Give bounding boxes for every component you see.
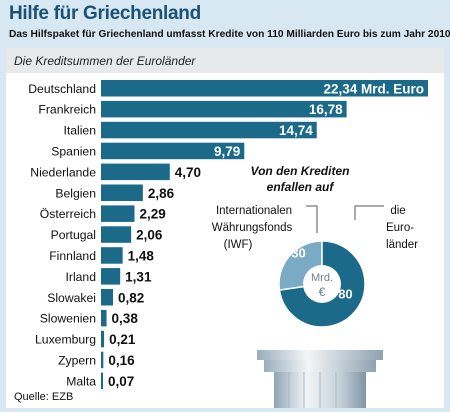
pie-label-euro-line2: Euro- — [386, 222, 414, 234]
category-label-malta: Malta — [66, 374, 96, 388]
category-label-spanien: Spanien — [51, 144, 96, 158]
category-label-italien: Italien — [63, 124, 96, 138]
category-label-oesterreich: Österreich — [40, 207, 96, 221]
bar-portugal — [101, 226, 132, 243]
category-label-deutschland: Deutschland — [28, 82, 96, 96]
bar-oesterreich — [101, 205, 135, 222]
page-title: Hilfe für Griechenland — [9, 3, 201, 24]
category-label-luxemburg: Luxemburg — [35, 333, 96, 347]
value-label-italien: 14,74 — [279, 123, 313, 138]
pie-center-symbol: € — [319, 285, 326, 299]
value-label-deutschland: 22,34 Mrd. Euro — [323, 81, 424, 96]
pie-leader-iwf — [306, 205, 318, 233]
bar-deutschland — [101, 80, 428, 97]
pie-value-iwf: 30 — [291, 246, 305, 261]
bar-belgien — [101, 184, 143, 201]
value-label-irland: 1,31 — [125, 269, 152, 284]
value-label-finnland: 1,48 — [128, 248, 155, 263]
value-label-portugal: 2,06 — [136, 228, 163, 243]
bar-niederlande — [101, 163, 170, 181]
category-label-slowakei: Slowakei — [47, 291, 96, 305]
bar-chart: Deutschland 22,34 Mrd. Euro Frankreich 16,7… — [28, 80, 428, 390]
value-label-oesterreich: 2,29 — [140, 207, 166, 222]
pie-title-line1: Von den Krediten — [251, 164, 350, 178]
page-subtitle: Das Hilfspaket für Griechenland umfasst … — [9, 29, 450, 40]
column-pedestal — [257, 350, 383, 408]
value-label-slowakei: 0,82 — [118, 290, 144, 305]
bar-irland — [101, 268, 121, 285]
chart-title: Die Kreditsummen der Euroländer — [14, 54, 196, 68]
value-label-belgien: 2,86 — [148, 186, 175, 201]
value-label-slowenien: 0,38 — [112, 311, 139, 326]
pie-center-hole — [303, 265, 341, 303]
value-label-spanien: 9,79 — [214, 144, 240, 159]
pie-label-euro-line3: länder — [386, 239, 418, 251]
category-label-portugal: Portugal — [51, 228, 96, 242]
category-label-frankreich: Frankreich — [38, 103, 96, 117]
bar-slowenien — [101, 309, 107, 327]
chart-canvas: 30 80 Mrd. € Von den Krediten enfallen au… — [14, 80, 428, 408]
pie-label-iwf-line2: Währungsfonds — [212, 222, 293, 234]
category-label-irland: Irland — [66, 270, 97, 284]
category-label-slowenien: Slowenien — [40, 312, 96, 326]
pie-label-iwf-line1: Internationalen — [216, 205, 292, 217]
category-label-belgien: Belgien — [55, 186, 96, 200]
chart-header: Die Kreditsummen der Euroländer — [6, 48, 444, 73]
bar-frankreich — [101, 100, 347, 118]
category-label-zypern: Zypern — [58, 353, 96, 367]
source-note: Quelle: EZB — [14, 391, 73, 403]
pie-label-euro-line1: die — [390, 205, 405, 217]
bar-spanien — [101, 142, 245, 160]
value-label-zypern: 0,16 — [108, 353, 135, 368]
value-label-frankreich: 16,78 — [309, 102, 343, 117]
value-label-luxemburg: 0,21 — [109, 332, 136, 347]
value-label-niederlande: 4,70 — [175, 165, 201, 180]
value-label-malta: 0,07 — [108, 374, 134, 389]
bar-italien — [101, 121, 317, 139]
bar-malta — [101, 372, 103, 390]
pie-title-line2: enfallen auf — [267, 180, 335, 194]
bar-finnland — [101, 247, 123, 264]
chart-panel: Die Kreditsummen der Euroländer — [6, 48, 444, 408]
bar-zypern — [101, 351, 104, 369]
pie-value-euroland: 80 — [338, 286, 352, 301]
pie-leader-euro — [354, 205, 384, 220]
category-label-niederlande: Niederlande — [30, 165, 96, 179]
bar-slowakei — [101, 289, 114, 306]
bar-luxemburg — [101, 330, 105, 348]
pie-label-iwf-line3: (IWF) — [224, 239, 253, 251]
pie-center-label: Mrd. — [311, 272, 333, 284]
category-label-finnland: Finnland — [49, 249, 96, 263]
